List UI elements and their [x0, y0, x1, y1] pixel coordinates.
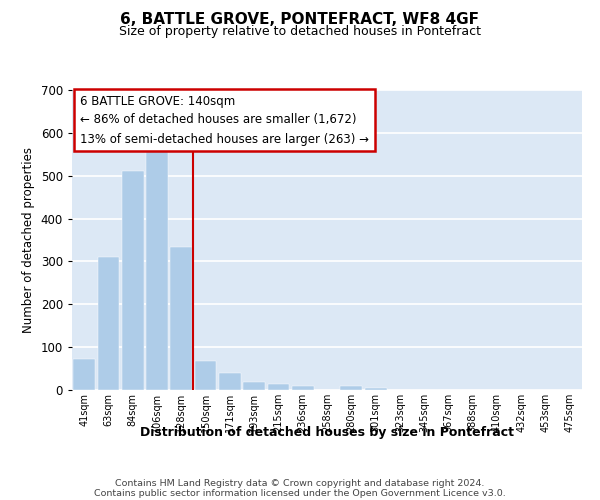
Text: 6, BATTLE GROVE, PONTEFRACT, WF8 4GF: 6, BATTLE GROVE, PONTEFRACT, WF8 4GF	[121, 12, 479, 28]
Text: Distribution of detached houses by size in Pontefract: Distribution of detached houses by size …	[140, 426, 514, 439]
Bar	[73, 359, 95, 390]
Bar	[365, 388, 386, 390]
Text: 6 BATTLE GROVE: 140sqm
← 86% of detached houses are smaller (1,672)
13% of semi-: 6 BATTLE GROVE: 140sqm ← 86% of detached…	[80, 94, 368, 146]
Bar	[292, 386, 314, 390]
Bar	[219, 374, 241, 390]
Bar	[268, 384, 289, 390]
Bar	[122, 171, 143, 390]
Bar	[194, 361, 217, 390]
Bar	[97, 256, 119, 390]
Y-axis label: Number of detached properties: Number of detached properties	[22, 147, 35, 333]
Bar	[146, 142, 168, 390]
Text: Contains public sector information licensed under the Open Government Licence v3: Contains public sector information licen…	[94, 488, 506, 498]
Bar	[243, 382, 265, 390]
Text: Contains HM Land Registry data © Crown copyright and database right 2024.: Contains HM Land Registry data © Crown c…	[115, 478, 485, 488]
Bar	[170, 247, 192, 390]
Text: Size of property relative to detached houses in Pontefract: Size of property relative to detached ho…	[119, 25, 481, 38]
Bar	[340, 386, 362, 390]
